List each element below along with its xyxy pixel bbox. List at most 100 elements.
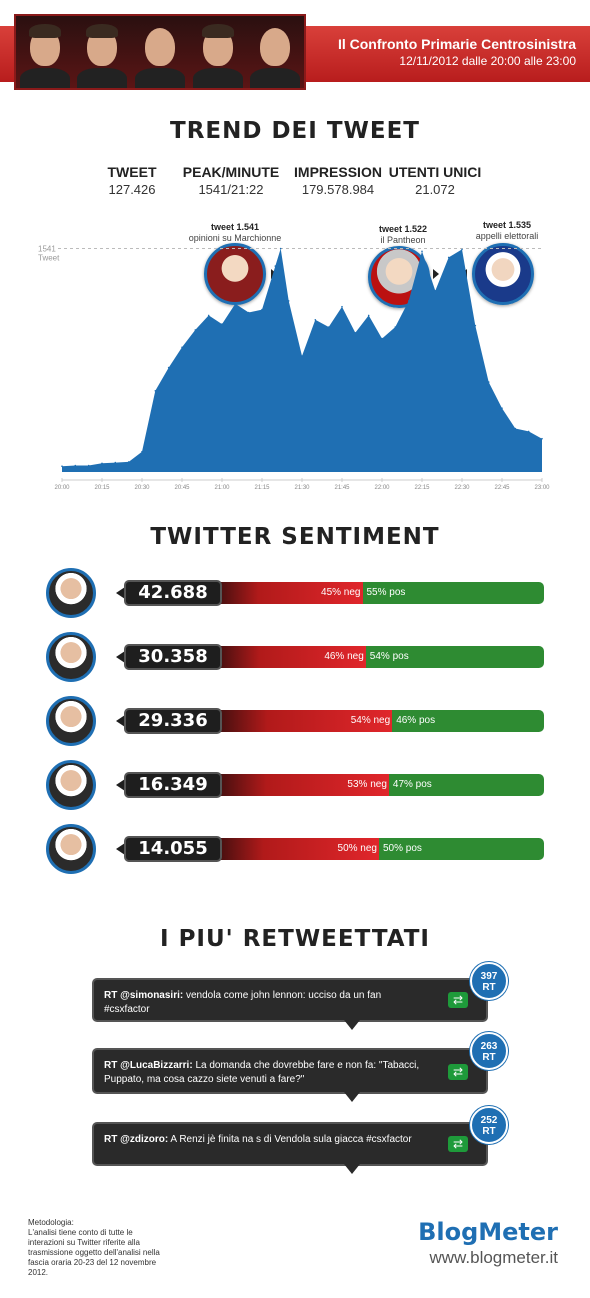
retweet-text: La domanda che dovrebbe fare e non fa: "…: [104, 1060, 420, 1085]
x-tick-label: 22:45: [494, 485, 510, 491]
data-point: [154, 390, 157, 392]
data-point: [127, 461, 130, 463]
retweet-icon: ⇄: [448, 992, 468, 1008]
x-tick-label: 20:45: [174, 485, 190, 491]
sentiment-title: TWITTER SENTIMENT: [150, 524, 440, 550]
data-point: [354, 332, 357, 334]
methodology-note: Metodologia: L'analisi tiene conto di tu…: [28, 1218, 160, 1277]
retweet-user: RT @zdizoro:: [104, 1134, 169, 1145]
data-point: [114, 461, 117, 464]
candidate-photo-2: [74, 16, 132, 88]
retweet-icon: ⇄: [448, 1064, 468, 1080]
tweet-count: 42.688: [124, 580, 222, 606]
stat-label: TWEET: [107, 164, 157, 180]
retweet-text: A Renzi jè finita na s di Vendola sula g…: [170, 1134, 412, 1145]
data-point: [279, 247, 282, 250]
pointer-icon: [116, 715, 125, 727]
header-date: 12/11/2012 dalle 20:00 alle 23:00: [399, 54, 576, 68]
retweet-user: RT @simonasiri:: [104, 990, 184, 1001]
stat-impression: IMPRESSION 179.578.984: [292, 164, 384, 197]
data-point: [394, 326, 397, 328]
candidates-photo: [14, 14, 306, 90]
candidate-avatar: [46, 696, 96, 746]
sentiment-bar: 45% neg 55% pos: [214, 582, 544, 604]
data-point: [367, 314, 370, 317]
peak-value-label: 1541: [38, 245, 56, 254]
data-point: [301, 355, 303, 357]
positive-share: 46% pos: [392, 710, 544, 732]
retweet-count: 252: [480, 1115, 498, 1126]
data-point: [314, 319, 317, 321]
candidate-photo-5: [246, 16, 304, 88]
annotation-text: appelli elettorali: [475, 231, 539, 241]
retweet-unit: RT: [482, 1052, 496, 1063]
data-point: [181, 346, 183, 349]
x-tick-label: 23:00: [534, 485, 550, 491]
data-point: [141, 450, 143, 453]
candidate-avatar: [46, 632, 96, 682]
annotation-text: il Pantheon: [380, 235, 426, 245]
retweet-count: 263: [480, 1041, 498, 1052]
negative-share: 50% neg: [214, 838, 379, 860]
blogmeter-logo: BlogMeter: [418, 1218, 558, 1246]
data-point: [234, 303, 237, 305]
stat-peak: PEAK/MINUTE 1541/21:22: [178, 164, 284, 197]
website-link[interactable]: www.blogmeter.it: [429, 1248, 559, 1267]
data-point: [221, 323, 223, 325]
positive-share: 47% pos: [388, 774, 544, 796]
x-tick-label: 20:30: [134, 485, 150, 491]
retweet-count-badge: 397 RT: [470, 962, 508, 1000]
data-point: [207, 314, 210, 317]
candidate-photo-4: [189, 16, 247, 88]
data-point: [407, 300, 410, 302]
retweet-count-badge: 252 RT: [470, 1106, 508, 1144]
retweet-unit: RT: [482, 1126, 496, 1137]
retweet-user: RT @LucaBizzarri:: [104, 1060, 193, 1071]
data-point: [381, 337, 383, 340]
data-point: [61, 465, 63, 468]
stat-value: 127.426: [108, 182, 156, 197]
x-tick-label: 22:15: [414, 485, 430, 491]
data-point: [74, 464, 77, 467]
x-tick-label: 20:00: [54, 485, 70, 491]
data-point: [447, 256, 450, 259]
x-tick-label: 21:30: [294, 485, 310, 491]
data-point: [101, 462, 103, 465]
stat-label: UTENTI UNICI: [388, 164, 482, 180]
tweet-count: 16.349: [124, 772, 222, 798]
stat-value: 21.072: [415, 182, 455, 197]
retweet-icon: ⇄: [448, 1136, 468, 1152]
bubble-tail: [344, 1020, 360, 1030]
annotation-title: tweet 1.535: [482, 220, 532, 230]
data-point: [167, 366, 170, 369]
negative-share: 54% neg: [214, 710, 393, 732]
bubble-tail: [344, 1164, 360, 1174]
trend-title: TREND DEI TWEET: [170, 118, 420, 144]
retweet-text: vendola come john lennon: ucciso da un f…: [104, 990, 382, 1015]
candidate-avatar: [46, 760, 96, 810]
header: Il Confronto Primarie Centrosinistra 12/…: [0, 12, 590, 90]
annotation-appelli: tweet 1.535 appelli elettorali: [462, 220, 552, 242]
x-tick-label: 21:00: [214, 485, 230, 491]
retweet-card: RT @zdizoro: A Renzi jè finita na s di V…: [92, 1122, 488, 1174]
annotation-title: tweet 1.522: [378, 224, 428, 234]
sentiment-bar: 53% neg 47% pos: [214, 774, 544, 796]
tweet-count: 14.055: [124, 836, 222, 862]
pointer-icon: [116, 587, 125, 599]
sentiment-row: 45% neg 55% pos 42.688: [46, 566, 546, 620]
retweet-count: 397: [480, 971, 498, 982]
candidate-photo-1: [16, 16, 74, 88]
peak-unit-label: Tweet: [38, 254, 60, 263]
data-point: [541, 437, 543, 440]
tweet-volume-area: [62, 248, 542, 472]
data-point: [87, 464, 90, 467]
candidate-avatar: [46, 568, 96, 618]
negative-share: 45% neg: [214, 582, 363, 604]
candidate-photo-3: [131, 16, 189, 88]
data-point: [194, 329, 197, 331]
x-tick-label: 20:15: [94, 485, 110, 491]
annotation-pantheon: tweet 1.522 il Pantheon: [358, 224, 448, 246]
positive-share: 55% pos: [362, 582, 544, 604]
stat-label: IMPRESSION: [294, 164, 382, 180]
